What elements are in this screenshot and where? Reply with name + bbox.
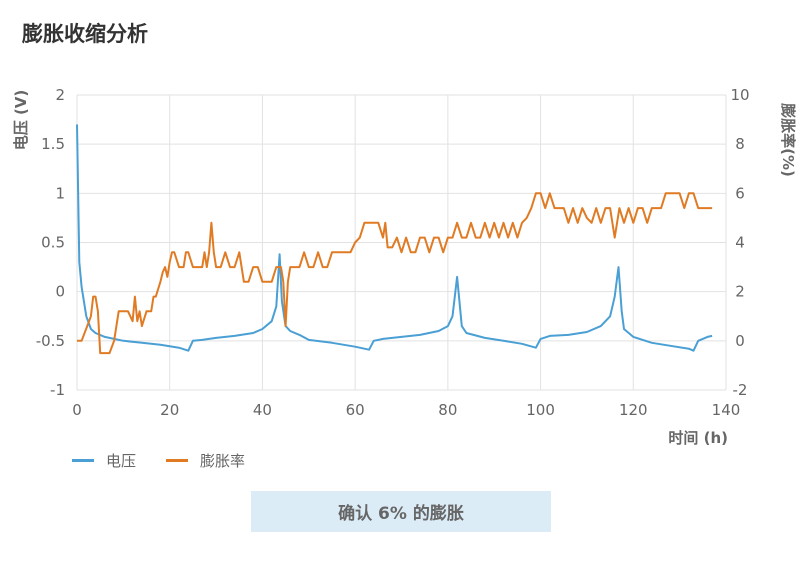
legend: 电压 膨胀率 xyxy=(72,450,275,471)
x-tick-label: 60 xyxy=(346,401,365,419)
y-left-tick-label: 1.5 xyxy=(41,135,65,153)
series xyxy=(76,124,713,355)
x-tick-label: 40 xyxy=(253,401,272,419)
x-tick-label: 20 xyxy=(160,401,179,419)
y-right-tick-label: -2 xyxy=(733,381,748,399)
x-tick-label: 140 xyxy=(712,401,741,419)
y-left-tick-label: -0.5 xyxy=(36,332,65,350)
y-right-tick-label: 2 xyxy=(735,283,745,301)
grid xyxy=(76,94,727,391)
y-left-tick-label: 2 xyxy=(55,86,65,104)
x-tick-label: 80 xyxy=(438,401,457,419)
confirm-expansion-button[interactable]: 确认 6% 的膨胀 xyxy=(251,491,551,532)
legend-label-voltage: 电压 xyxy=(106,452,137,470)
y-right-tick-label: 4 xyxy=(735,234,745,252)
voltage-series-line xyxy=(76,124,713,352)
y-right-tick-label: 8 xyxy=(735,135,745,153)
legend-item-voltage[interactable]: 电压 xyxy=(72,450,136,471)
legend-swatch-voltage xyxy=(72,459,94,462)
legend-label-expansion: 膨胀率 xyxy=(200,452,246,470)
page-title: 膨胀收缩分析 xyxy=(22,22,148,46)
y-axis-left-label: 电压 (V) xyxy=(12,90,30,151)
x-tick-label: 120 xyxy=(619,401,648,419)
x-tick-label: 100 xyxy=(526,401,555,419)
y-right-tick-label: 10 xyxy=(730,86,749,104)
x-tick-label: 0 xyxy=(72,401,82,419)
expansion-series-line xyxy=(77,192,713,355)
y-left-tick-label: 0.5 xyxy=(41,234,65,252)
legend-item-expansion[interactable]: 膨胀率 xyxy=(166,450,245,471)
x-axis-label: 时间 (h) xyxy=(668,429,728,445)
y-left-tick-label: -1 xyxy=(50,381,65,399)
y-right-tick-label: 0 xyxy=(735,332,745,350)
legend-swatch-expansion xyxy=(166,459,189,462)
y-axis-right-label: 膨胀率(%) xyxy=(779,103,797,177)
y-left-tick-label: 0 xyxy=(55,283,65,301)
y-left-tick-label: 1 xyxy=(55,184,65,202)
y-right-tick-label: 6 xyxy=(735,184,745,202)
